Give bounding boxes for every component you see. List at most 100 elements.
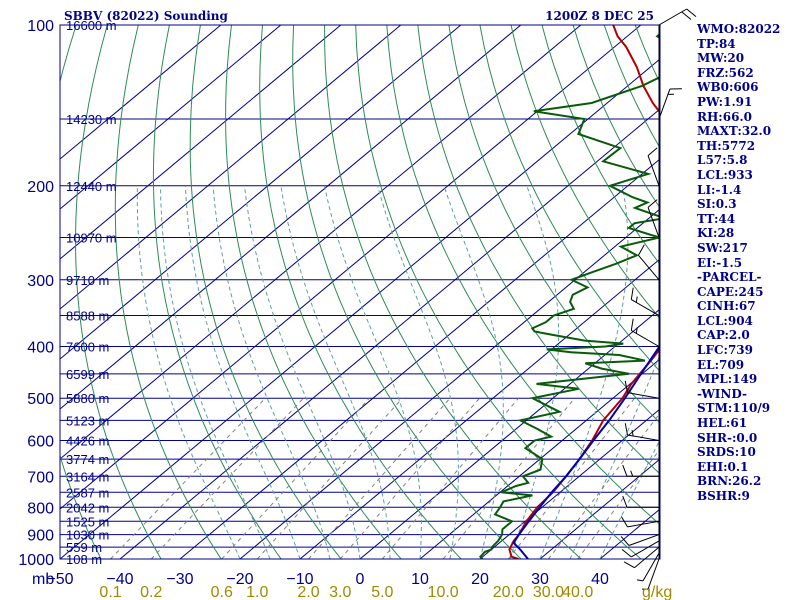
wind-barb-flag xyxy=(630,287,634,300)
height-label: 2587 m xyxy=(66,485,109,500)
moist-adiabat-line xyxy=(539,185,629,559)
height-label: 6599 m xyxy=(66,367,109,382)
moist-adiabat-line xyxy=(569,353,660,559)
isotherm-line xyxy=(60,25,342,260)
wind-barb-shaft xyxy=(634,546,660,569)
index-line: LFC:739 xyxy=(697,343,753,358)
mb-label: mb xyxy=(32,571,54,588)
wind-barb xyxy=(658,8,697,26)
temperature-axis-labels: −50 −40 −30 −20 −10 0 10 20 30 40 xyxy=(46,571,609,588)
isotherm-line xyxy=(479,408,660,559)
index-line: LI:-1.4 xyxy=(697,182,742,197)
wind-barb xyxy=(624,423,660,442)
dry-adiabat-line xyxy=(225,25,402,559)
mixing-ratio-line xyxy=(577,448,660,559)
wind-barb xyxy=(658,88,682,120)
wind-barb-shaft xyxy=(628,534,660,546)
index-line: CINH:67 xyxy=(697,299,756,314)
wind-barb xyxy=(623,546,660,569)
isotherm-line xyxy=(60,25,462,360)
isotherm-line xyxy=(419,358,660,559)
sounding-profiles xyxy=(479,25,660,559)
dry-adiabat-line xyxy=(292,25,522,559)
moist-adiabat-line xyxy=(443,185,504,559)
dry-adiabat-line xyxy=(60,25,102,559)
height-label: 10970 m xyxy=(66,230,117,245)
wind-barb xyxy=(621,540,660,558)
moist-adiabat-line xyxy=(280,185,391,559)
height-label: 559 m xyxy=(66,540,102,555)
wind-barb-shaft xyxy=(658,88,671,120)
wind-barb xyxy=(624,380,660,399)
plot-frame xyxy=(59,24,661,560)
wind-barb-half-flag xyxy=(636,579,644,582)
index-line: LCL:933 xyxy=(697,167,753,182)
height-label: 3774 m xyxy=(66,452,109,467)
mixing-ratio-line xyxy=(442,397,575,559)
wind-barb xyxy=(622,495,659,508)
wind-barb-shaft xyxy=(631,299,660,316)
dry-adiabat-line xyxy=(448,25,660,424)
pressure-tick-label: 700 xyxy=(27,469,54,486)
wind-barb-shaft xyxy=(658,8,687,26)
wind-barb-shaft xyxy=(638,254,660,281)
index-line: BSHR:9 xyxy=(697,489,750,503)
index-line: -PARCEL- xyxy=(697,270,762,285)
temperature-profile-line xyxy=(508,25,660,559)
wind-barb xyxy=(642,558,660,590)
wind-barb-shaft xyxy=(631,330,660,347)
wind-barb-half-flag xyxy=(631,429,634,437)
moist-adiabat-line xyxy=(185,185,301,559)
mixing-ratio-line xyxy=(110,397,266,559)
moist-adiabat-line xyxy=(244,185,361,559)
wind-barb-shaft xyxy=(647,558,660,590)
index-line: MAXT:32.0 xyxy=(697,124,772,139)
temperature-tick-label: 30 xyxy=(531,571,549,588)
wind-barb-flag xyxy=(623,561,635,569)
height-label: 7600 m xyxy=(66,340,109,355)
wind-barb-half-flag xyxy=(635,296,638,303)
isotherm-line xyxy=(239,208,660,559)
wind-barb-shaft xyxy=(631,540,660,558)
index-line: SW:217 xyxy=(697,240,748,255)
wind-barb-flag xyxy=(622,464,628,477)
mixing-ratio-labels: 0.1 0.2 0.6 1.0 2.0 3.0 5.0 10.0 20.0 30.040.0 xyxy=(99,584,593,600)
chart-grid xyxy=(60,25,660,559)
sounding-indices-panel: WMO:82022 TP:84 MW:20 FRZ:562 WB0:606 PW:1.91… xyxy=(697,22,800,504)
index-line: MW:20 xyxy=(697,51,745,66)
wind-barb-flag xyxy=(624,380,628,393)
index-line: EI:-1.5 xyxy=(697,255,743,270)
mixing-ratio-tick-label: 2.0 xyxy=(297,584,319,600)
index-line: -WIND- xyxy=(697,386,747,401)
pressure-tick-label: 900 xyxy=(27,528,54,545)
isotherm-line xyxy=(60,25,402,310)
index-line: CAPE:245 xyxy=(697,284,764,299)
moist-adiabat-line xyxy=(599,438,660,559)
index-line: TH:5772 xyxy=(697,138,756,153)
moist-adiabat-line xyxy=(212,185,331,559)
wind-barb xyxy=(620,516,660,528)
pressure-tick-label: 200 xyxy=(27,179,54,196)
index-line: SHR-:0.0 xyxy=(697,430,758,445)
index-line: FRZ:562 xyxy=(697,65,754,80)
dry-adiabat-line xyxy=(417,25,660,475)
wind-barb xyxy=(647,199,660,238)
pressure-tick-label: 500 xyxy=(27,391,54,408)
dry-adiabat-line xyxy=(510,25,660,320)
isotherm-line xyxy=(60,58,660,559)
mixing-ratio-tick-label: 10.0 xyxy=(428,584,459,600)
wind-barb xyxy=(637,244,660,281)
isotherm-line xyxy=(179,158,660,559)
dewpoint-profile-line xyxy=(479,32,660,559)
height-label: 4426 m xyxy=(66,434,109,449)
mixing-ratio-tick-label: 3.0 xyxy=(329,584,351,600)
temperature-tick-label: 10 xyxy=(411,571,429,588)
isotherm-line xyxy=(60,25,282,210)
wind-barbs xyxy=(620,8,697,590)
height-label: 14230 m xyxy=(66,112,117,127)
temperature-tick-label: 20 xyxy=(471,571,489,588)
wind-barb-flag xyxy=(630,318,634,331)
wind-barb-flag xyxy=(637,244,645,256)
dry-adiabat-line xyxy=(75,25,162,559)
wind-barb-flag xyxy=(620,516,628,528)
